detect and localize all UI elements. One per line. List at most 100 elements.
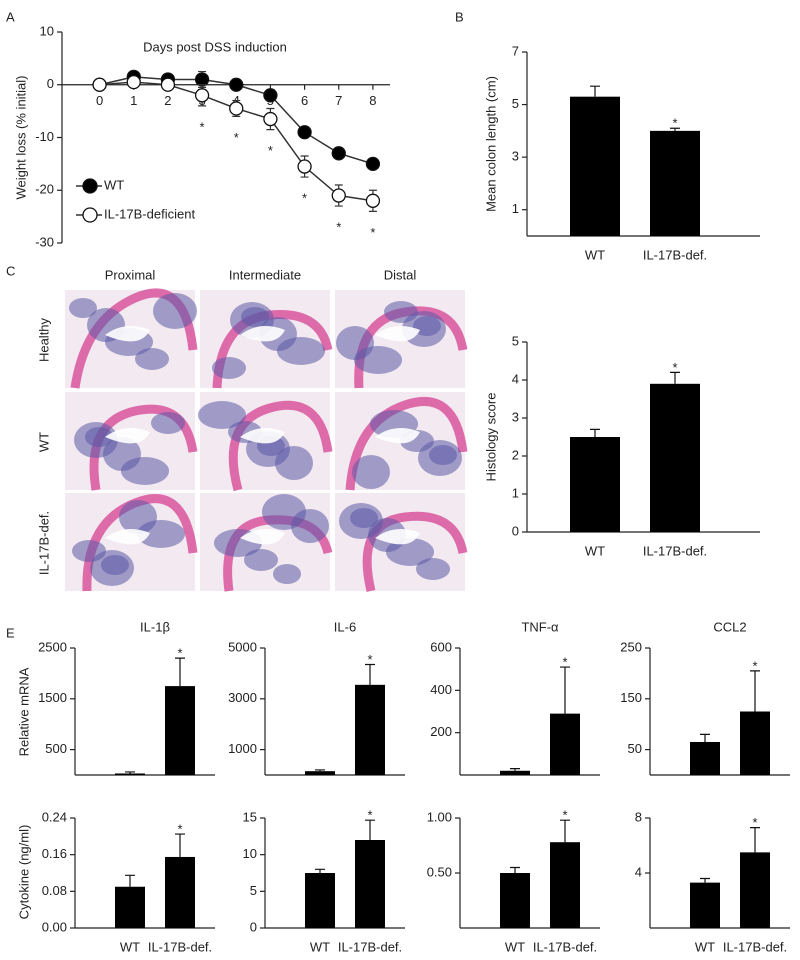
panel-label: B bbox=[455, 9, 464, 24]
bar bbox=[690, 882, 720, 928]
column-label: Intermediate bbox=[229, 267, 301, 282]
lumen bbox=[105, 529, 150, 545]
error-bar bbox=[590, 428, 600, 437]
bar bbox=[115, 886, 145, 928]
significance-mark: * bbox=[302, 191, 307, 206]
tissue bbox=[418, 440, 462, 476]
y-tick-label: 10 bbox=[40, 23, 54, 38]
error-bar bbox=[175, 657, 185, 687]
y-tick-label: 4 bbox=[512, 371, 519, 386]
lumen bbox=[375, 326, 420, 342]
significance-mark: * bbox=[562, 808, 567, 823]
y-axis-label: Mean colon length (cm) bbox=[483, 76, 498, 212]
chart-title: CCL2 bbox=[713, 619, 746, 634]
marker bbox=[365, 193, 381, 208]
tissue-border bbox=[362, 511, 468, 593]
x-tick-label: 8 bbox=[369, 93, 376, 108]
y-tick-label: 3000 bbox=[228, 690, 257, 705]
bar bbox=[165, 856, 195, 928]
error-bar bbox=[590, 85, 600, 97]
y-axis-label: Histology score bbox=[483, 393, 498, 482]
error-bar bbox=[315, 868, 325, 873]
panel-label: C bbox=[6, 263, 15, 278]
y-tick-label: 0.24 bbox=[42, 809, 67, 824]
error-bar bbox=[510, 866, 520, 873]
y-tick-label: 5 bbox=[250, 883, 257, 898]
bar bbox=[305, 771, 335, 775]
significance-mark: * bbox=[370, 225, 375, 240]
x-tick-label: 7 bbox=[335, 93, 342, 108]
error-bar bbox=[670, 127, 680, 131]
marker bbox=[229, 77, 244, 92]
lumen bbox=[240, 529, 285, 545]
chart-title: IL-1β bbox=[140, 619, 170, 634]
tissue bbox=[339, 503, 383, 539]
y-tick-label: 5 bbox=[512, 96, 519, 111]
y-tick-label: -10 bbox=[35, 129, 54, 144]
tissue bbox=[74, 422, 118, 458]
tissue bbox=[198, 401, 246, 429]
bar bbox=[740, 711, 770, 775]
tissue bbox=[153, 293, 197, 329]
column-label: Proximal bbox=[105, 267, 156, 282]
marker bbox=[331, 146, 346, 161]
error-bar bbox=[365, 819, 375, 840]
legend-marker bbox=[82, 178, 98, 194]
tissue bbox=[212, 357, 246, 379]
significance-mark: * bbox=[672, 360, 677, 375]
significance-mark: * bbox=[562, 654, 567, 669]
y-tick-label: 10 bbox=[243, 846, 257, 861]
bar bbox=[550, 842, 580, 928]
significance-mark: * bbox=[200, 119, 205, 134]
marker bbox=[297, 125, 312, 140]
x-tick-label: IL-17B-def. bbox=[148, 939, 212, 954]
x-tick-label: IL-17B-def. bbox=[338, 939, 402, 954]
marker bbox=[194, 72, 210, 87]
y-tick-label: 2500 bbox=[38, 639, 67, 654]
marker bbox=[126, 74, 141, 90]
error-bar bbox=[365, 663, 375, 685]
marker bbox=[194, 88, 210, 103]
x-tick-label: WT bbox=[695, 939, 715, 954]
error-bar bbox=[315, 769, 325, 772]
bar bbox=[570, 96, 620, 236]
y-tick-label: 15 bbox=[243, 809, 257, 824]
x-tick-label: 6 bbox=[301, 93, 308, 108]
tissue bbox=[69, 298, 97, 318]
bar bbox=[550, 713, 580, 775]
bar bbox=[500, 873, 530, 928]
y-axis-label: Cytokine (ng/ml) bbox=[16, 825, 31, 920]
legend-label: IL-17B-deficient bbox=[104, 206, 195, 221]
row-label: WT bbox=[36, 432, 51, 452]
significance-mark: * bbox=[177, 646, 182, 661]
lumen bbox=[240, 428, 285, 444]
marker bbox=[331, 188, 346, 203]
x-tick-label: IL-17B-def. bbox=[533, 939, 597, 954]
y-tick-label: 3 bbox=[512, 409, 519, 424]
tissue bbox=[137, 520, 185, 548]
marker bbox=[92, 77, 107, 92]
y-tick-label: 0.08 bbox=[42, 883, 67, 898]
y-tick-label: 500 bbox=[45, 741, 67, 756]
y-tick-label: -30 bbox=[35, 234, 54, 249]
tissue bbox=[416, 558, 450, 580]
marker bbox=[365, 156, 381, 172]
marker bbox=[297, 159, 312, 174]
y-tick-label: 0.00 bbox=[42, 919, 67, 934]
x-tick-label: WT bbox=[505, 939, 525, 954]
legend-label: WT bbox=[104, 177, 124, 192]
significance-mark: * bbox=[268, 143, 273, 158]
y-axis-label: Weight loss (% initial) bbox=[13, 75, 28, 199]
y-tick-label: 4 bbox=[635, 864, 642, 879]
marker bbox=[263, 88, 278, 103]
x-tick-label: 2 bbox=[164, 93, 171, 108]
marker bbox=[160, 77, 176, 92]
y-tick-label: 150 bbox=[620, 690, 642, 705]
x-tick-label: WT bbox=[120, 939, 140, 954]
significance-mark: * bbox=[367, 652, 372, 667]
y-tick-label: 1500 bbox=[38, 690, 67, 705]
y-axis-label: Relative mRNA bbox=[16, 667, 31, 756]
bar bbox=[500, 770, 530, 775]
y-tick-label: 400 bbox=[430, 682, 452, 697]
